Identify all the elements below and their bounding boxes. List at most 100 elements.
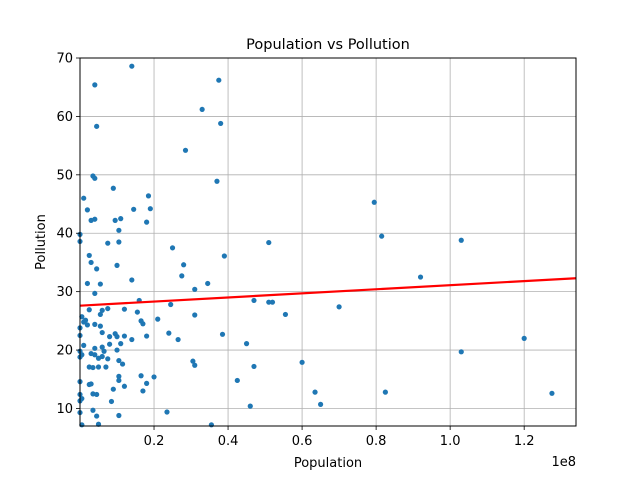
data-point (79, 314, 85, 320)
data-point (105, 356, 111, 362)
data-point (371, 199, 377, 205)
data-point (317, 401, 324, 407)
x-axis-label: Population (294, 456, 362, 471)
data-point (299, 359, 305, 365)
data-point (549, 390, 555, 396)
data-point (169, 245, 176, 251)
data-point (138, 373, 144, 379)
data-point (144, 219, 150, 225)
data-point (121, 383, 128, 389)
data-point (99, 344, 105, 350)
data-point (90, 407, 96, 413)
x-tick-label: 1.0 (440, 434, 461, 449)
data-point (94, 123, 100, 129)
data-point (118, 216, 124, 222)
data-point (86, 307, 92, 313)
data-point (114, 347, 120, 353)
data-point (99, 307, 105, 313)
data-point (97, 311, 103, 318)
data-point (218, 120, 224, 127)
data-point (312, 389, 318, 395)
data-point (114, 334, 120, 340)
data-point (97, 323, 103, 329)
data-point (205, 280, 211, 287)
data-point (251, 297, 257, 304)
data-point (175, 336, 181, 343)
data-point (192, 362, 198, 368)
data-point (116, 412, 122, 419)
data-point (116, 227, 122, 233)
y-tick-label: 70 (56, 52, 73, 67)
data-point (84, 207, 91, 213)
data-point (103, 364, 109, 370)
data-point (140, 388, 146, 394)
data-point (155, 316, 161, 322)
data-point (221, 253, 227, 259)
y-tick-label: 30 (56, 285, 73, 300)
data-point (110, 386, 116, 392)
y-tick-label: 60 (56, 110, 73, 125)
trend-line (79, 277, 577, 307)
data-points (77, 63, 555, 428)
data-point (107, 334, 113, 340)
data-point (112, 217, 118, 223)
data-point (182, 147, 189, 153)
data-point (121, 333, 128, 339)
x-tick-label: 0.2 (144, 434, 165, 449)
data-point (110, 185, 116, 191)
data-point (92, 345, 98, 351)
data-point (88, 217, 94, 223)
data-point (94, 266, 100, 272)
data-point (81, 195, 87, 201)
x-tick-label: 0.4 (218, 434, 239, 449)
data-point (116, 377, 122, 384)
data-point (129, 336, 135, 343)
data-point (266, 239, 272, 246)
data-point (118, 341, 124, 347)
data-point (168, 301, 174, 308)
data-point (144, 333, 150, 339)
data-point (147, 206, 153, 212)
data-point (92, 321, 98, 327)
x-axis-offset-label: 1e8 (551, 455, 576, 470)
data-point (179, 273, 185, 279)
data-point (86, 252, 92, 259)
data-point (521, 335, 527, 341)
data-point (92, 82, 98, 88)
data-point (181, 262, 187, 268)
data-point (84, 280, 91, 287)
data-point (105, 240, 111, 246)
data-point (164, 409, 170, 415)
data-point (107, 341, 113, 347)
data-point (99, 353, 105, 360)
y-tick-label: 50 (56, 168, 73, 183)
data-point (97, 281, 103, 287)
data-point (247, 403, 253, 409)
data-point (84, 322, 91, 328)
data-point (145, 193, 152, 199)
data-point (94, 413, 100, 419)
data-point (336, 304, 342, 310)
y-tick-label: 10 (56, 402, 73, 417)
x-tick-label: 0.8 (366, 434, 387, 449)
data-point (116, 373, 122, 379)
data-point (151, 374, 157, 380)
x-tick-label: 1.2 (514, 434, 535, 449)
data-point (90, 364, 96, 371)
data-point (382, 389, 388, 395)
data-point (101, 348, 107, 354)
data-point (129, 63, 135, 69)
data-point (131, 206, 137, 212)
data-point (216, 77, 222, 83)
data-point (144, 380, 150, 386)
data-point (121, 306, 128, 312)
data-point (99, 329, 105, 336)
data-point (92, 352, 98, 358)
data-point (208, 422, 215, 428)
x-tick-label: 0.6 (292, 434, 313, 449)
data-point (105, 305, 111, 312)
data-point (116, 239, 122, 245)
data-point (458, 349, 464, 355)
data-point (190, 358, 196, 364)
